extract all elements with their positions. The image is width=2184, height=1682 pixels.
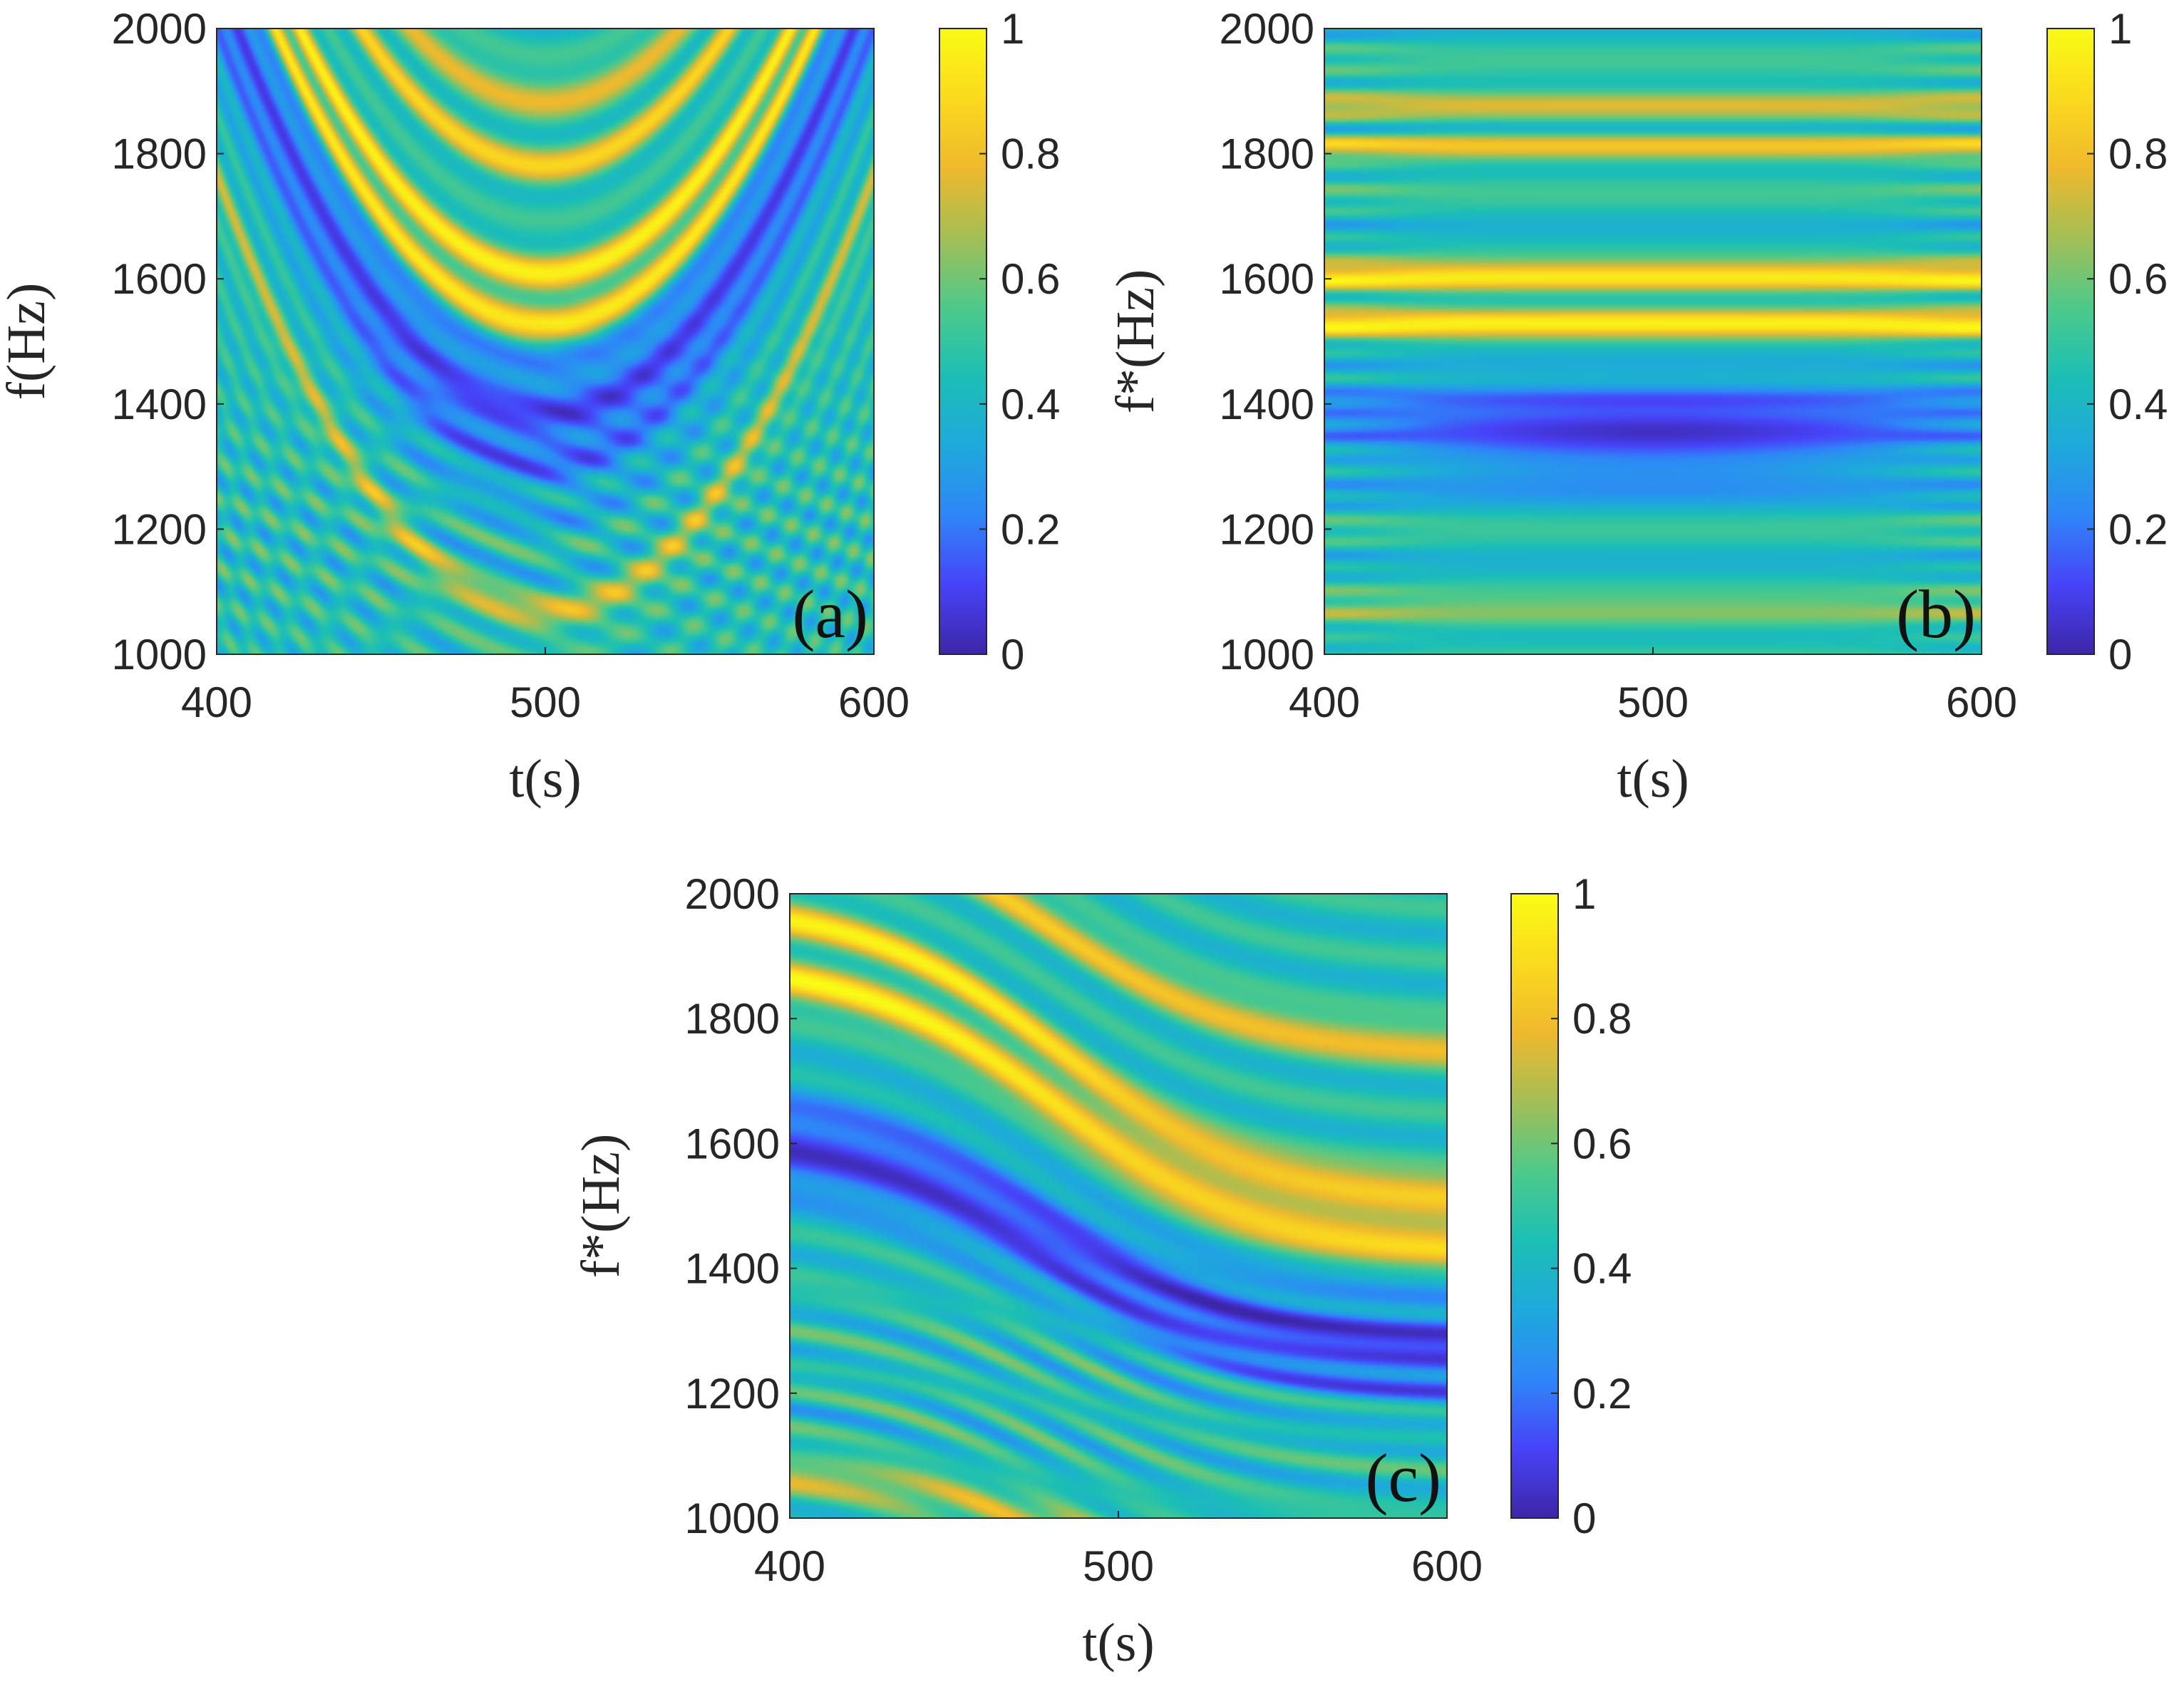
y-tick-label: 2000	[685, 870, 780, 918]
x-tick-label: 600	[838, 679, 910, 726]
y-axis-label: f(Hz)	[0, 283, 56, 401]
y-tick-label: 1000	[112, 631, 207, 679]
colorbar-tick-label: 0.4	[1001, 381, 1060, 428]
colorbar-tick-label: 0.8	[2108, 130, 2168, 178]
y-tick-label: 1000	[1220, 631, 1314, 679]
panel-label: (a)	[792, 576, 868, 652]
colorbar-frame	[1510, 893, 1559, 1519]
panel-label: (c)	[1365, 1440, 1441, 1516]
x-axis-label: t(s)	[1617, 749, 1689, 809]
x-tick-label: 400	[181, 679, 252, 726]
colorbar-tick-label: 0	[1001, 631, 1024, 679]
colorbar-tick-label: 0.8	[1001, 130, 1060, 178]
y-tick-label: 1400	[112, 381, 207, 428]
x-tick-label: 500	[510, 679, 581, 726]
heatmap-a	[217, 29, 874, 654]
y-tick-label: 1000	[685, 1495, 780, 1542]
colorbar-tick-label: 0.6	[2108, 255, 2168, 303]
colorbar-tick-label: 0.6	[1001, 255, 1060, 303]
colorbar-tick-label: 0.8	[1572, 995, 1632, 1043]
y-axis-label: f*(Hz)	[1106, 269, 1165, 414]
heatmap-b	[1324, 29, 1982, 654]
y-tick-label: 1400	[685, 1245, 780, 1293]
x-axis-label: t(s)	[1082, 1613, 1154, 1673]
colorbar-frame	[2046, 28, 2095, 655]
x-tick-label: 500	[1083, 1542, 1154, 1590]
y-tick-label: 1800	[112, 130, 207, 178]
y-tick-label: 2000	[112, 5, 207, 53]
y-tick-label: 1200	[1220, 505, 1314, 553]
colorbar-tick-label: 1	[2108, 5, 2132, 53]
y-tick-label: 1600	[1220, 255, 1314, 303]
colorbar-tick-label: 1	[1001, 5, 1024, 53]
panel-a: 400 500 600 1000 1200 1400 1600 1800 2000 t(s) f(H…	[0, 5, 1060, 809]
y-tick-label: 1200	[685, 1370, 780, 1418]
colorbar-a	[939, 29, 987, 654]
y-tick-label: 1600	[685, 1120, 780, 1167]
x-tick-label: 400	[754, 1542, 825, 1590]
colorbar-tick-label: 0.2	[1572, 1370, 1632, 1418]
colorbar-tick-label: 0.2	[1001, 505, 1060, 553]
x-axis-label: t(s)	[509, 749, 581, 809]
heatmap-c	[790, 894, 1447, 1518]
colorbar-tick-label: 0.2	[2108, 505, 2168, 553]
y-tick-label: 1200	[112, 505, 207, 553]
panel-c: 400 500 600 1000 1200 1400 1600 1800 2000 t(s) f*(…	[571, 870, 1632, 1673]
panel-label: (b)	[1896, 576, 1976, 652]
y-tick-label: 1400	[1220, 381, 1314, 428]
y-tick-label: 2000	[1220, 5, 1314, 53]
y-tick-label: 1600	[112, 255, 207, 303]
colorbar-tick-label: 0	[2108, 631, 2132, 679]
x-tick-label: 500	[1617, 679, 1689, 726]
panel-b: 400 500 600 1000 1200 1400 1600 1800 2000 t(s) f*(…	[1106, 5, 2168, 809]
colorbar-frame	[939, 28, 987, 655]
y-tick-label: 1800	[685, 995, 780, 1043]
colorbar-c	[1511, 894, 1558, 1518]
colorbar-tick-label: 0	[1572, 1495, 1596, 1542]
x-tick-label: 400	[1289, 679, 1360, 726]
x-tick-label: 600	[1411, 1542, 1483, 1590]
y-axis-label: f*(Hz)	[571, 1134, 631, 1279]
y-tick-label: 1800	[1220, 130, 1314, 178]
colorbar-tick-label: 1	[1572, 870, 1596, 918]
x-tick-label: 600	[1946, 679, 2017, 726]
colorbar-tick-label: 0.4	[2108, 381, 2168, 428]
colorbar-tick-label: 0.4	[1572, 1245, 1632, 1293]
colorbar-b	[2047, 29, 2094, 654]
colorbar-tick-label: 0.6	[1572, 1120, 1632, 1167]
